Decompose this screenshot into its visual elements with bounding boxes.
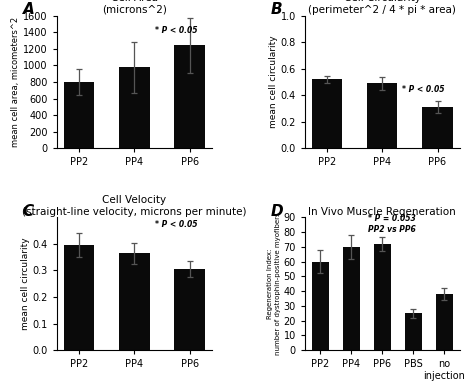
Text: * P < 0.05: * P < 0.05	[155, 220, 197, 229]
Text: * P < 0.05: * P < 0.05	[402, 85, 445, 94]
Text: D: D	[271, 204, 283, 219]
Bar	[174, 46, 205, 148]
Text: A: A	[23, 2, 35, 17]
Text: * P < 0.05: * P < 0.05	[155, 26, 197, 35]
Bar	[174, 269, 205, 350]
Bar	[405, 313, 422, 350]
Bar	[436, 294, 453, 350]
Title: Cell Area
(microns^2): Cell Area (microns^2)	[102, 0, 167, 15]
Bar	[422, 107, 453, 148]
Bar	[312, 261, 329, 350]
Bar	[64, 82, 94, 148]
Bar	[312, 79, 342, 148]
Title: In Vivo Muscle Regeneration: In Vivo Muscle Regeneration	[309, 207, 456, 217]
Bar	[374, 244, 391, 350]
Y-axis label: mean cell area, micometers^2: mean cell area, micometers^2	[11, 17, 20, 147]
Y-axis label: Regeneration Index:
number of dystrophin-positive myofibers: Regeneration Index: number of dystrophin…	[267, 212, 281, 355]
Text: B: B	[271, 2, 283, 17]
Bar	[64, 245, 94, 350]
Bar	[119, 253, 150, 350]
Bar	[343, 247, 360, 350]
Bar	[367, 83, 398, 148]
Text: C: C	[23, 204, 34, 219]
Title: Cell Velocity
(straight-line velocity, microns per minute): Cell Velocity (straight-line velocity, m…	[22, 195, 246, 217]
Text: * P = 0.053
PP2 vs PP6: * P = 0.053 PP2 vs PP6	[368, 214, 416, 233]
Bar	[119, 67, 150, 148]
Title: Cell Circularity
(perimeter^2 / 4 * pi * area): Cell Circularity (perimeter^2 / 4 * pi *…	[309, 0, 456, 15]
Y-axis label: mean cell circularity: mean cell circularity	[21, 237, 30, 330]
Y-axis label: mean cell circularity: mean cell circularity	[269, 36, 278, 128]
